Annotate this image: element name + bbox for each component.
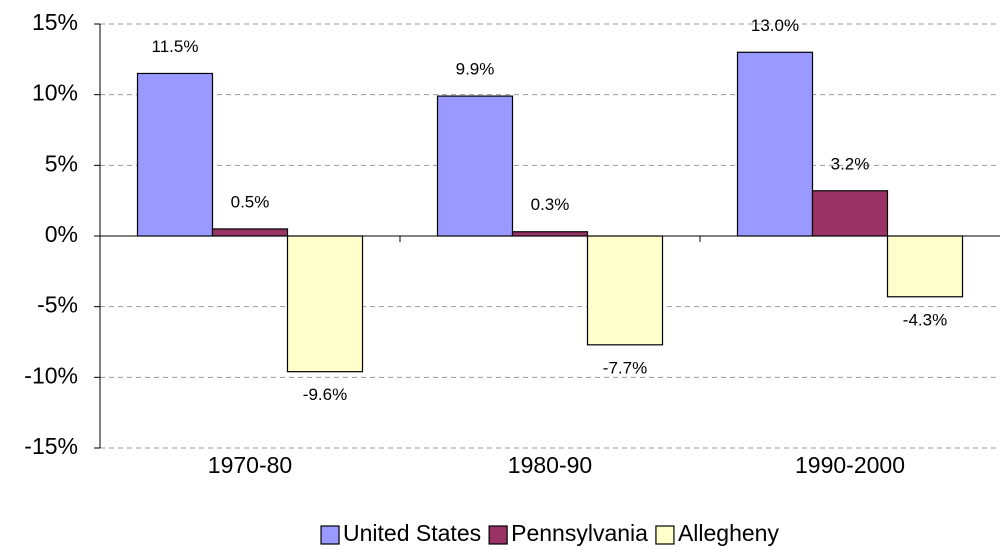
- legend-swatch: [320, 525, 340, 545]
- y-tick-label: -15%: [24, 433, 78, 459]
- y-tick-label: 5%: [45, 150, 78, 176]
- bar: [211, 228, 289, 237]
- x-tick-label: 1990-2000: [795, 452, 905, 478]
- legend-label: Pennsylvania: [511, 520, 648, 546]
- bar: [136, 72, 214, 237]
- value-label: 0.5%: [231, 192, 270, 211]
- legend-label: United States: [343, 520, 481, 546]
- value-label: 9.9%: [456, 60, 495, 79]
- bar: [436, 95, 514, 237]
- bar: [511, 231, 589, 237]
- y-tick-label: 0%: [45, 221, 78, 247]
- value-label: 13.0%: [751, 16, 799, 35]
- value-label: -4.3%: [903, 310, 947, 329]
- bar: [586, 235, 664, 346]
- bar: [286, 235, 364, 373]
- value-label: -7.7%: [603, 358, 647, 377]
- bar: [811, 190, 889, 237]
- value-label: 3.2%: [831, 154, 870, 173]
- value-label: -9.6%: [303, 385, 347, 404]
- legend-label: Allegheny: [678, 520, 780, 546]
- y-tick-label: -10%: [24, 362, 78, 388]
- legend-swatch: [488, 525, 508, 545]
- value-label: 0.3%: [531, 195, 570, 214]
- y-tick-label: 15%: [32, 9, 78, 35]
- legend-swatch: [655, 525, 675, 545]
- bar: [736, 51, 814, 237]
- y-tick-label: 10%: [32, 80, 78, 106]
- bar: [886, 235, 964, 298]
- value-label: 11.5%: [152, 37, 199, 56]
- x-tick-label: 1970-80: [208, 452, 292, 478]
- y-tick-label: -5%: [37, 292, 78, 318]
- x-tick-label: 1980-90: [508, 452, 592, 478]
